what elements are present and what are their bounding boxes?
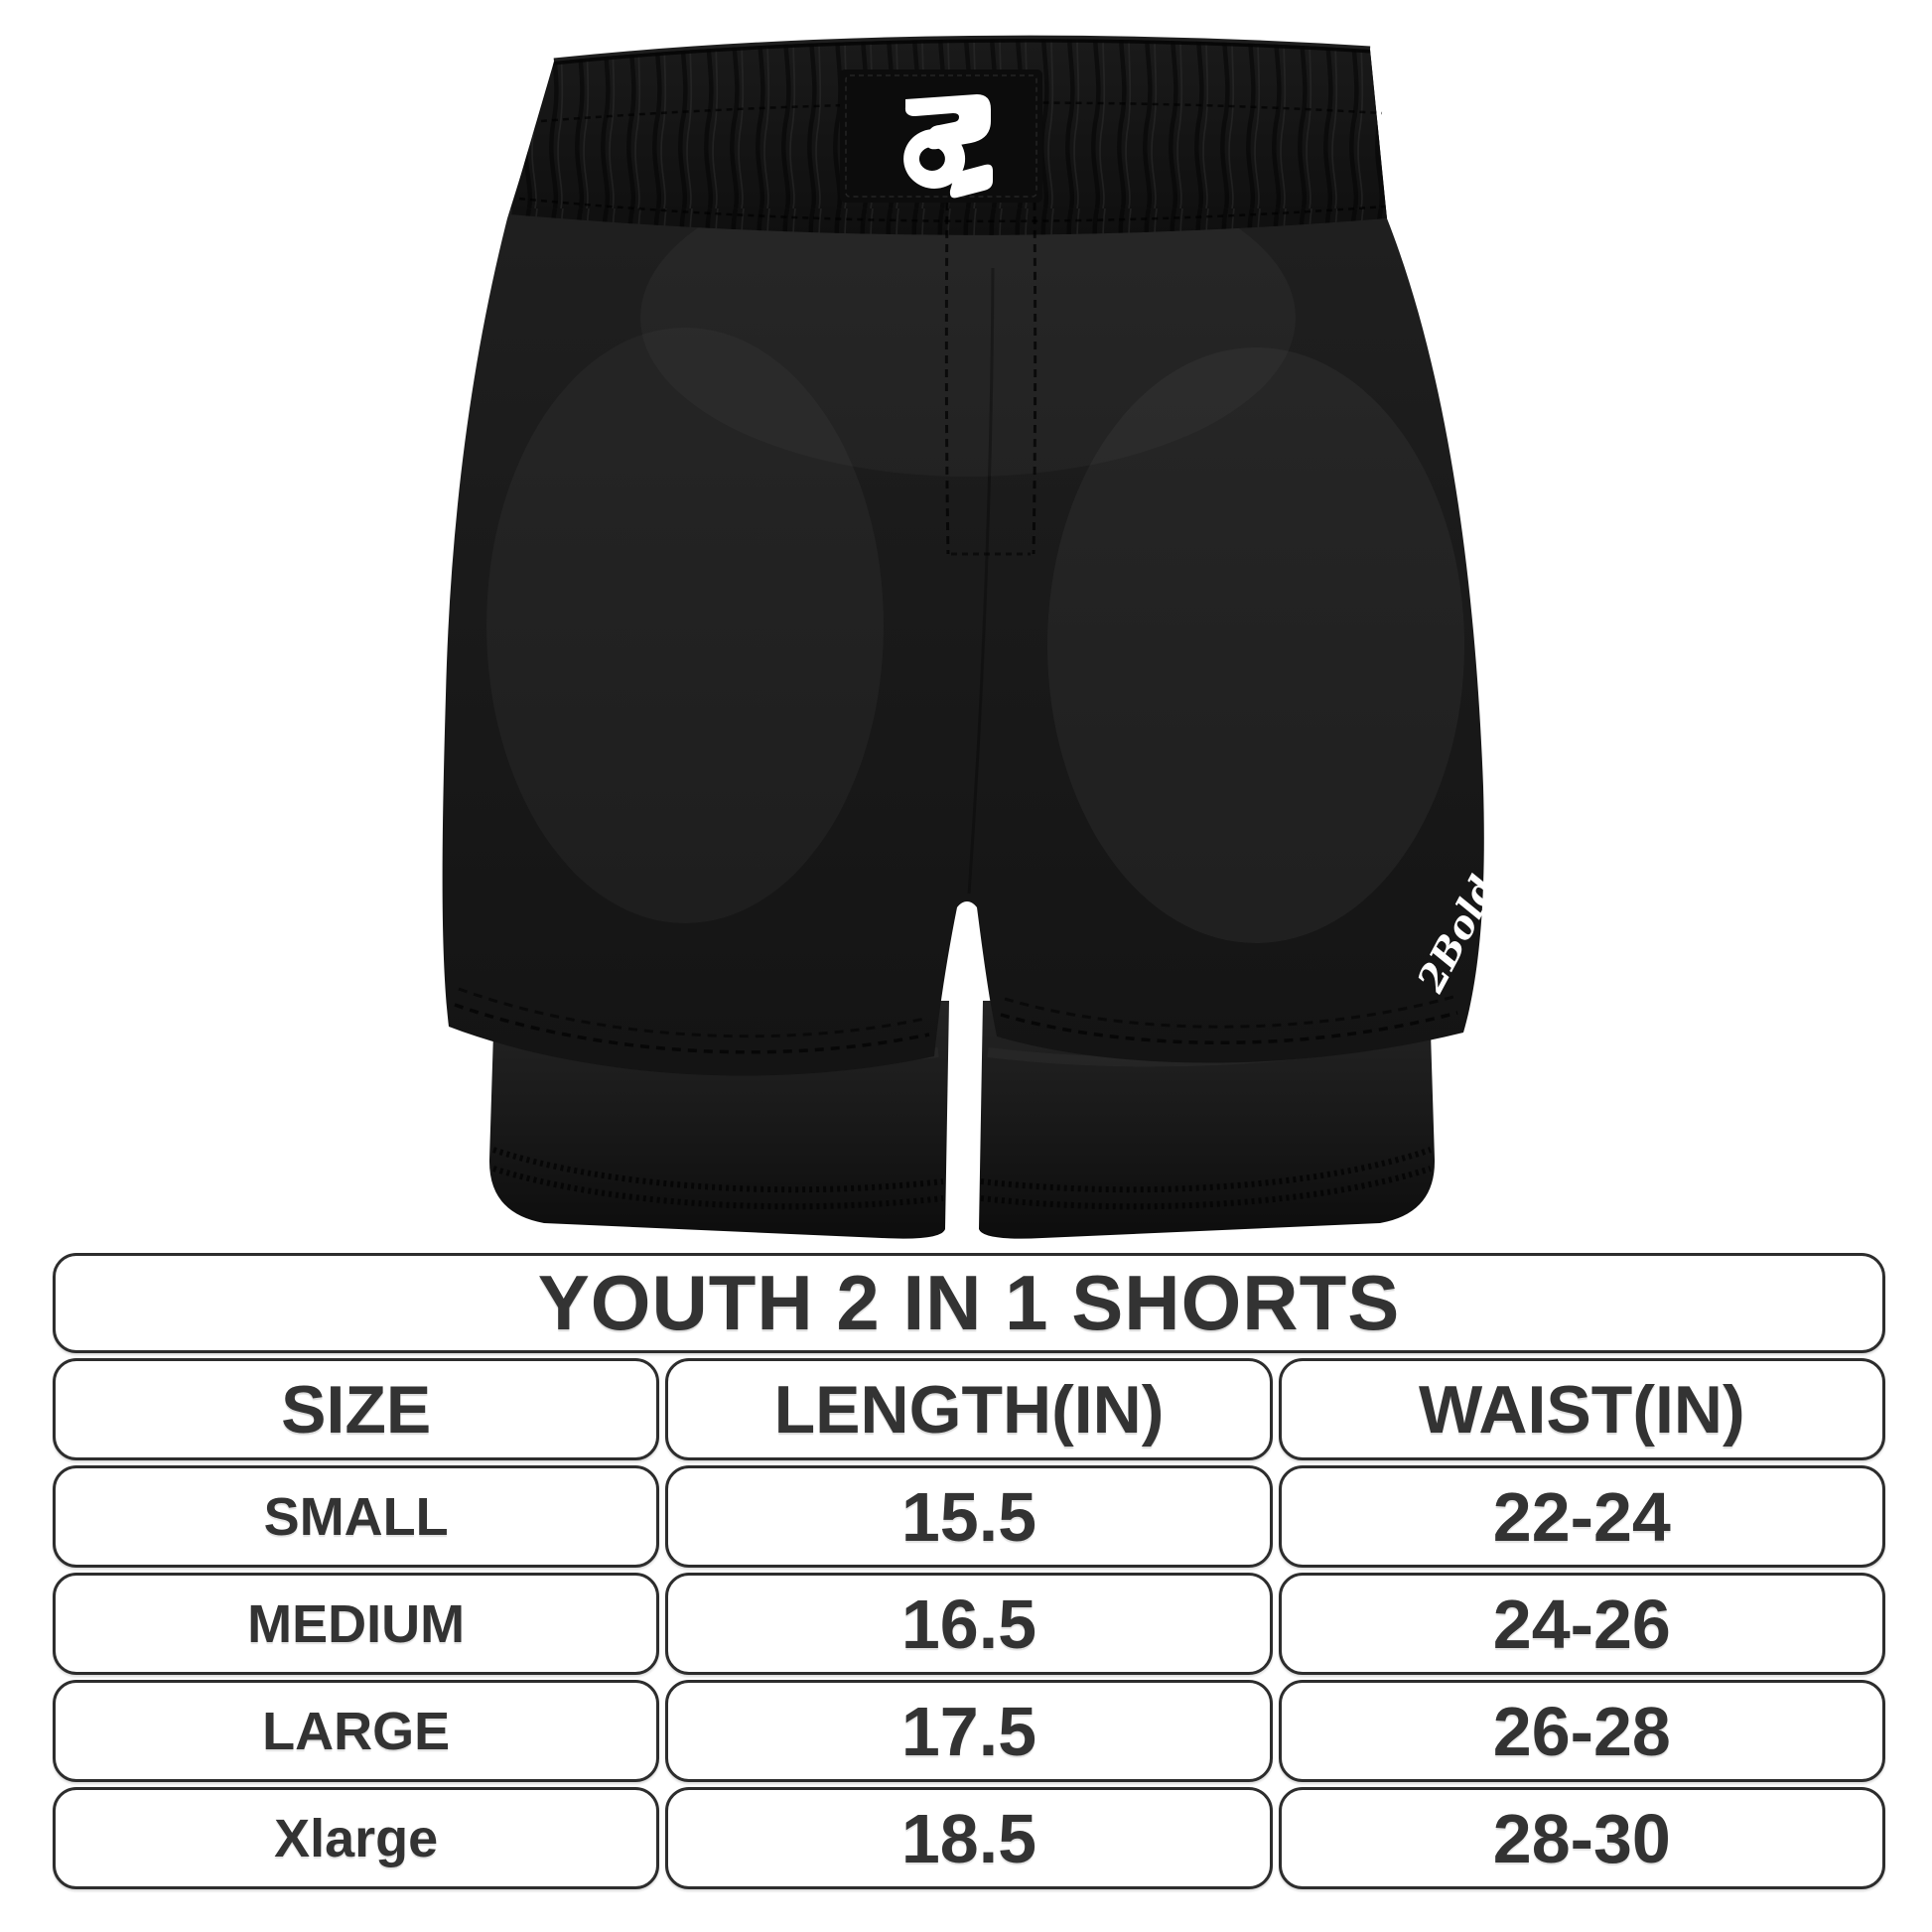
size-chart: YOUTH 2 IN 1 SHORTS SIZE LENGTH(IN) WAIS…: [53, 1253, 1885, 1889]
cell-large-size: LARGE: [53, 1680, 660, 1782]
cell-xlarge-length: 18.5: [665, 1787, 1273, 1889]
cell-xlarge-size: Xlarge: [53, 1787, 660, 1889]
cell-medium-size: MEDIUM: [53, 1573, 660, 1675]
col-header-length: LENGTH(IN): [665, 1358, 1273, 1460]
cell-xlarge-waist: 28-30: [1278, 1787, 1885, 1889]
size-chart-header-row: SIZE LENGTH(IN) WAIST(IN): [53, 1358, 1885, 1460]
waistband-top-edge: [553, 35, 1371, 66]
col-header-size: SIZE: [53, 1358, 660, 1460]
waistband-patch: [840, 69, 1042, 203]
col-header-waist: WAIST(IN): [1278, 1358, 1885, 1460]
brand-monogram-icon: [903, 94, 993, 199]
cell-small-size: SMALL: [53, 1465, 660, 1568]
patch-stitch: [845, 74, 1037, 198]
cell-small-waist: 22-24: [1278, 1465, 1885, 1568]
cell-small-length: 15.5: [665, 1465, 1273, 1568]
outer-shorts: [442, 39, 1484, 1076]
size-chart-row-small: SMALL 15.5 22-24: [53, 1465, 1885, 1568]
cell-large-length: 17.5: [665, 1680, 1273, 1782]
size-chart-title: YOUTH 2 IN 1 SHORTS: [537, 1259, 1401, 1346]
center-crease: [967, 267, 995, 895]
waistband-stitch: [518, 197, 1386, 223]
cell-medium-length: 16.5: [665, 1573, 1273, 1675]
hem-stitch: [454, 1003, 930, 1054]
shorts-photo: 2Bold: [442, 35, 1484, 1239]
shorts-illustration: 2Bold: [442, 35, 1484, 1239]
size-chart-row-xlarge: Xlarge 18.5 28-30: [53, 1787, 1885, 1889]
size-chart-row-medium: MEDIUM 16.5 24-26: [53, 1573, 1885, 1675]
size-chart-title-cell: YOUTH 2 IN 1 SHORTS: [53, 1253, 1885, 1353]
cell-medium-waist: 24-26: [1278, 1573, 1885, 1675]
fly-seam: [944, 202, 1037, 556]
hem-stitch: [1000, 1011, 1458, 1044]
hem-stitch: [1004, 995, 1454, 1029]
cell-large-waist: 26-28: [1278, 1680, 1885, 1782]
fabric-sheen: [1047, 347, 1464, 943]
inner-shorts-right-leg: [979, 1001, 1436, 1239]
waistband-stitch: [540, 101, 1383, 123]
size-chart-row-large: LARGE 17.5 26-28: [53, 1680, 1885, 1782]
size-chart-title-row: YOUTH 2 IN 1 SHORTS: [53, 1253, 1885, 1353]
